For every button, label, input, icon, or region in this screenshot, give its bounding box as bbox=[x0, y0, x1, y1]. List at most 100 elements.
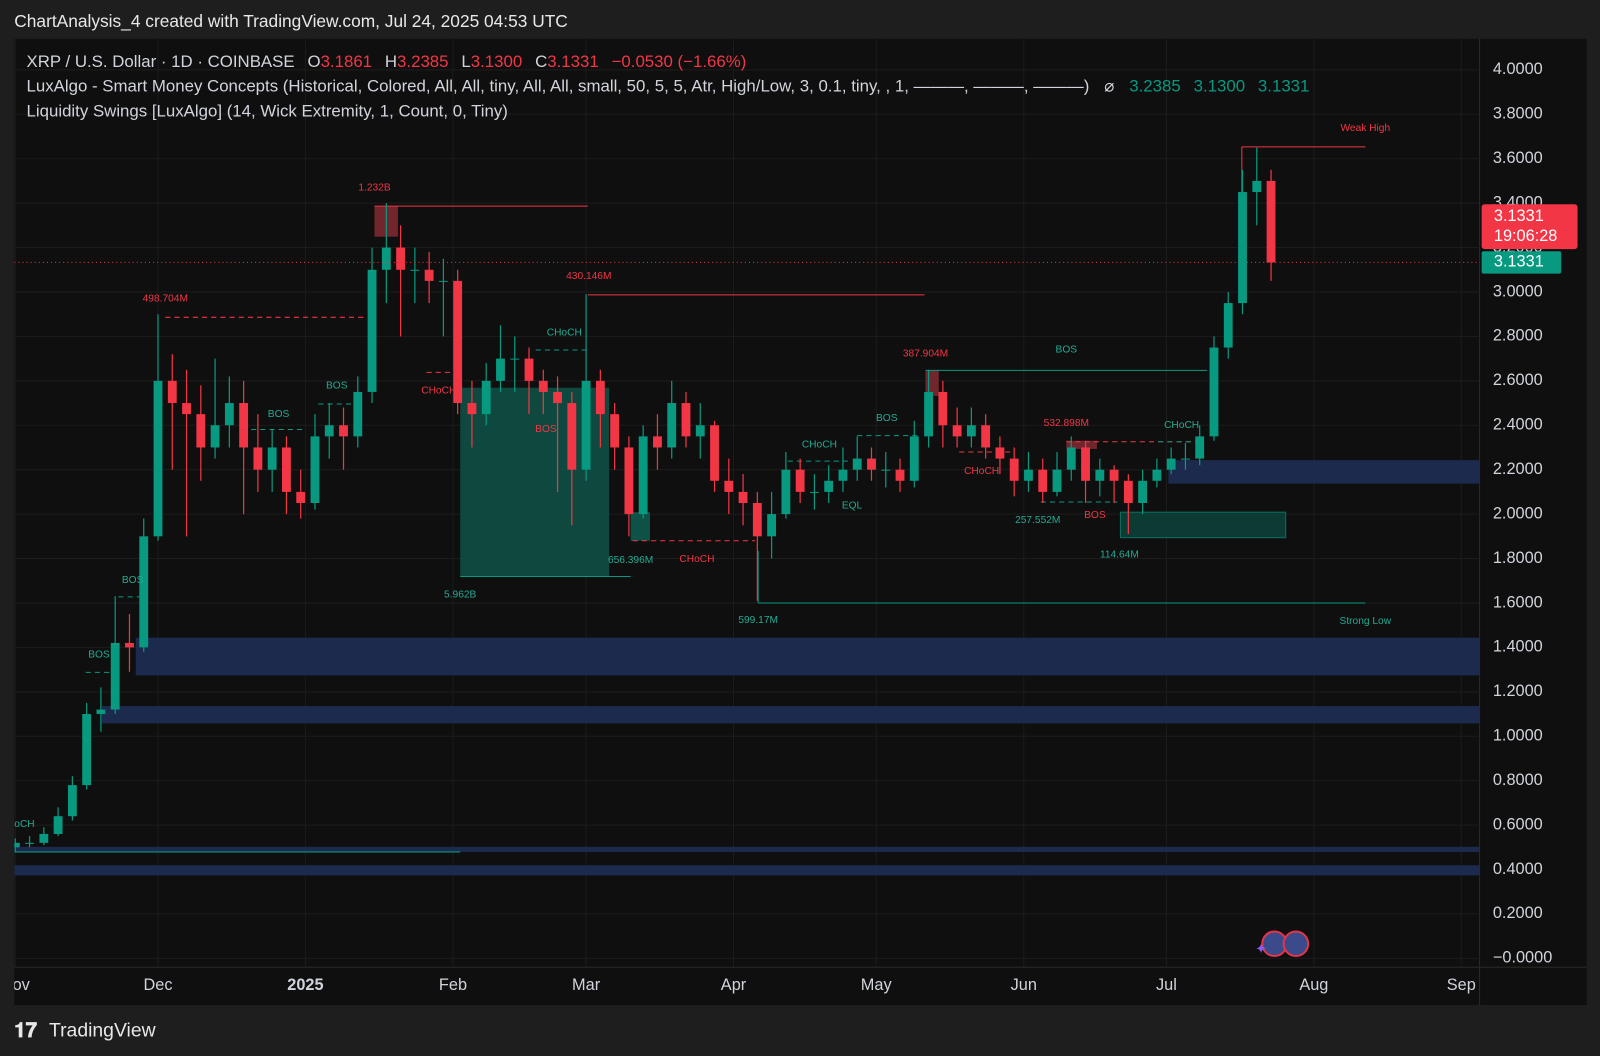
price-tag-label: 3.1331 bbox=[1494, 253, 1544, 271]
y-tick-label: 1.0000 bbox=[1493, 727, 1543, 745]
candle-body bbox=[1066, 447, 1076, 470]
ohlc-key: L bbox=[461, 53, 470, 72]
annotation: BOS bbox=[535, 424, 557, 435]
candle-body bbox=[353, 391, 363, 437]
x-tick-label: Jul bbox=[1156, 976, 1177, 994]
ohlc-value: 3.1331 bbox=[547, 53, 598, 72]
y-tick-label: −0.0000 bbox=[1493, 949, 1552, 967]
annotation: BOS bbox=[876, 413, 898, 424]
candle-body bbox=[981, 425, 991, 448]
annotation: 1.232B bbox=[358, 182, 390, 193]
chart-panel bbox=[14, 38, 1587, 1005]
annotation: CHoCH bbox=[679, 554, 714, 565]
candle-body bbox=[367, 269, 377, 392]
annotation: BOS bbox=[268, 409, 290, 420]
candle-body bbox=[767, 514, 777, 537]
x-tick-label: Mar bbox=[572, 976, 601, 994]
candle-body bbox=[1081, 447, 1090, 481]
candle-body bbox=[1109, 469, 1119, 481]
candle-body bbox=[752, 503, 762, 537]
y-tick-label: 1.6000 bbox=[1493, 593, 1543, 611]
candle-body bbox=[881, 469, 891, 471]
candle-body bbox=[595, 380, 605, 415]
price-axis: −0.0000 0.2000 0.4000 0.6000 0.8000 1.0000 1.2… bbox=[1493, 60, 1552, 966]
annotation: 599.17M bbox=[738, 615, 778, 626]
candle-body bbox=[724, 480, 734, 492]
candle-body bbox=[1166, 458, 1176, 470]
annotation: BOS bbox=[88, 650, 110, 661]
x-tick-label: 2025 bbox=[287, 976, 323, 994]
demand-zone bbox=[1168, 460, 1480, 484]
candle-body bbox=[224, 403, 234, 426]
annotation: BOS bbox=[1084, 510, 1106, 521]
candle-body bbox=[1009, 458, 1019, 481]
y-tick-label: 1.4000 bbox=[1493, 638, 1543, 656]
candle-body bbox=[1038, 469, 1048, 492]
candle-body bbox=[838, 469, 848, 481]
candle-body bbox=[296, 491, 306, 504]
price-tag bbox=[1481, 251, 1562, 274]
indicator-text: LuxAlgo - Smart Money Concepts (Historic… bbox=[27, 77, 1090, 96]
y-tick-label: 4.0000 bbox=[1493, 60, 1543, 78]
candle-body bbox=[567, 403, 577, 470]
annotation: 656.396M bbox=[608, 555, 653, 566]
candle-body bbox=[824, 480, 834, 492]
candle-body bbox=[610, 414, 620, 448]
y-tick-label: 3.0000 bbox=[1493, 282, 1543, 300]
candle-body bbox=[267, 447, 277, 470]
x-tick-label: Apr bbox=[721, 976, 747, 994]
x-tick-label: May bbox=[861, 976, 893, 994]
annotation: BOS bbox=[1056, 345, 1078, 356]
annotation: 387.904M bbox=[903, 349, 948, 360]
ohlc-value: 3.1861 bbox=[321, 53, 372, 72]
indicator-value: 3.2385 bbox=[1129, 77, 1180, 96]
ohlc-value: 3.2385 bbox=[397, 53, 448, 72]
price-tag bbox=[1481, 204, 1578, 250]
candle-body bbox=[153, 380, 163, 537]
time-axis: Nov Dec 2025 Feb Mar Apr May Jun Jul Aug Sep bbox=[14, 976, 1475, 994]
candles bbox=[14, 147, 1276, 852]
annotation: CHoCH bbox=[547, 327, 582, 338]
candle-body bbox=[239, 403, 249, 448]
candle-body bbox=[553, 391, 562, 404]
candle-body bbox=[324, 425, 334, 437]
candle-body bbox=[710, 425, 719, 481]
y-tick-label: 1.8000 bbox=[1493, 549, 1543, 567]
candle-body bbox=[924, 391, 933, 437]
candle-body bbox=[1238, 192, 1247, 304]
attribution: ChartAnalysis_4 created with TradingView… bbox=[14, 11, 568, 31]
annotations: 1.232B 498.704M 430.146M 387.904M 532.898M We… bbox=[14, 123, 1480, 830]
y-tick-label: 2.0000 bbox=[1493, 504, 1543, 522]
candle-body bbox=[995, 447, 1005, 459]
candle-body bbox=[410, 269, 420, 271]
y-tick-label: 0.2000 bbox=[1493, 904, 1543, 922]
demand-zone bbox=[102, 706, 1480, 724]
candle-body bbox=[638, 436, 648, 515]
ohlc-value: 3.1300 bbox=[471, 53, 522, 72]
candle-body bbox=[695, 425, 705, 437]
candle-body bbox=[253, 447, 263, 470]
candle-body bbox=[653, 436, 662, 448]
candle-body bbox=[938, 391, 948, 426]
candle-body bbox=[909, 436, 919, 481]
candle-body bbox=[438, 280, 448, 282]
annotation: CHoCH bbox=[802, 440, 837, 451]
candle-body bbox=[396, 247, 406, 270]
candle-body bbox=[339, 425, 348, 437]
candle-body bbox=[182, 403, 191, 415]
order-block bbox=[630, 512, 650, 541]
indicator-value: 3.1331 bbox=[1258, 77, 1309, 96]
candle-body bbox=[795, 469, 805, 492]
ohlc-key: O bbox=[307, 53, 320, 72]
candle-body bbox=[139, 536, 149, 648]
candle-body bbox=[510, 358, 520, 360]
smc-zones bbox=[14, 146, 1480, 876]
annotation: BOS bbox=[122, 575, 144, 586]
candle-body bbox=[110, 642, 120, 710]
candle-body bbox=[53, 816, 63, 834]
annotation: CHoCH bbox=[1164, 420, 1199, 431]
annotation: 430.146M bbox=[566, 271, 611, 282]
candle-body bbox=[496, 358, 505, 381]
candle-body bbox=[1123, 480, 1133, 504]
